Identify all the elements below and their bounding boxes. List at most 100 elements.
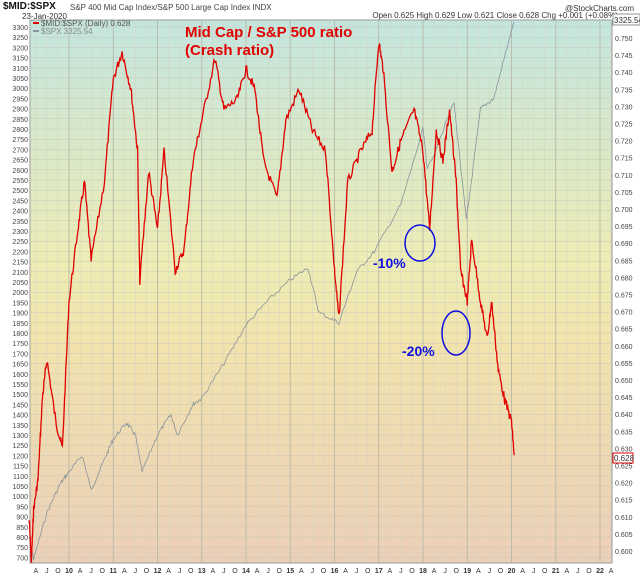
right-tick-label: 0.695 bbox=[615, 224, 633, 231]
right-tick-label: 0.680 bbox=[615, 275, 633, 282]
x-tick-label: O bbox=[542, 568, 548, 575]
x-tick-label: J bbox=[576, 568, 580, 575]
right-tick-label: 0.745 bbox=[615, 53, 633, 60]
x-tick-label: A bbox=[122, 568, 127, 575]
left-tick-label: 1900 bbox=[12, 311, 28, 318]
symbol: $MID:$SPX bbox=[3, 1, 56, 12]
left-tick-label: 2450 bbox=[12, 198, 28, 205]
right-tick-label: 0.620 bbox=[615, 481, 633, 488]
right-tick-label: 0.675 bbox=[615, 293, 633, 300]
x-tick-label: A bbox=[210, 568, 215, 575]
left-tick-label: 1050 bbox=[12, 484, 28, 491]
right-tick-label: 0.730 bbox=[615, 104, 633, 111]
left-tick-label: 1500 bbox=[12, 392, 28, 399]
left-tick-label: 2850 bbox=[12, 117, 28, 124]
left-tick-label: 1250 bbox=[12, 443, 28, 450]
right-tick-label: 0.635 bbox=[615, 429, 633, 436]
x-tick-label: 18 bbox=[419, 568, 427, 575]
plot-area bbox=[29, 19, 613, 564]
right-tick-label: 0.650 bbox=[615, 378, 633, 385]
left-tick-label: 2500 bbox=[12, 188, 28, 195]
left-tick-label: 3300 bbox=[12, 25, 28, 32]
x-tick-label: A bbox=[564, 568, 569, 575]
left-tick-label: 1300 bbox=[12, 433, 28, 440]
x-tick-label: A bbox=[609, 568, 614, 575]
left-tick-label: 1800 bbox=[12, 331, 28, 338]
date: 23-Jan-2020 bbox=[22, 12, 67, 21]
x-tick-label: J bbox=[532, 568, 536, 575]
left-tick-label: 3050 bbox=[12, 76, 28, 83]
left-tick-label: 1100 bbox=[13, 474, 28, 481]
left-tick-label: 800 bbox=[16, 535, 28, 542]
right-tick-label: 0.710 bbox=[615, 173, 633, 180]
right-tick-label: 0.720 bbox=[615, 139, 633, 146]
x-tick-label: J bbox=[443, 568, 447, 575]
x-tick-label: A bbox=[343, 568, 348, 575]
left-tick-label: 1650 bbox=[12, 362, 28, 369]
x-tick-label: O bbox=[232, 568, 238, 575]
x-tick-label: 13 bbox=[198, 568, 206, 575]
series-spx bbox=[28, 21, 515, 561]
left-tick-label: 2200 bbox=[12, 249, 28, 256]
left-tick-label: 1600 bbox=[12, 372, 28, 379]
x-tick-label: 17 bbox=[375, 568, 383, 575]
x-tick-label: J bbox=[222, 568, 226, 575]
left-tick-label: 900 bbox=[16, 515, 28, 522]
left-tick-label: 2900 bbox=[12, 107, 28, 114]
left-tick-label: 1700 bbox=[12, 351, 28, 358]
x-tick-label: O bbox=[188, 568, 194, 575]
x-tick-label: J bbox=[311, 568, 315, 575]
right-tick-label: 0.740 bbox=[615, 70, 633, 77]
x-tick-label: O bbox=[365, 568, 371, 575]
x-tick-label: A bbox=[299, 568, 304, 575]
left-tick-label: 3150 bbox=[12, 56, 28, 63]
x-tick-label: 15 bbox=[286, 568, 294, 575]
x-tick-label: 22 bbox=[596, 568, 604, 575]
x-tick-label: A bbox=[166, 568, 171, 575]
legend-ratio: $MID:$SPX (Daily) 0.628 bbox=[41, 19, 131, 28]
left-tick-label: 1950 bbox=[12, 300, 28, 307]
left-tick-label: 2150 bbox=[12, 260, 28, 267]
right-tick-label: 0.725 bbox=[615, 122, 633, 129]
x-tick-label: A bbox=[520, 568, 525, 575]
x-tick-label: 10 bbox=[65, 568, 73, 575]
left-tick-label: 2600 bbox=[12, 168, 28, 175]
right-tick-label: 0.660 bbox=[615, 344, 633, 351]
x-tick-label: 21 bbox=[552, 568, 560, 575]
x-tick-label: O bbox=[99, 568, 105, 575]
x-tick-label: J bbox=[488, 568, 492, 575]
left-tick-label: 1350 bbox=[12, 423, 28, 430]
right-tick-label: 0.600 bbox=[615, 549, 633, 556]
x-tick-label: 20 bbox=[508, 568, 516, 575]
right-tick-label: 0.640 bbox=[615, 412, 633, 419]
ratio-last-label: 0.628 bbox=[614, 454, 635, 463]
right-tick-label: 0.735 bbox=[615, 87, 633, 94]
right-tick-label: 0.630 bbox=[615, 446, 633, 453]
right-tick-label: 0.705 bbox=[615, 190, 633, 197]
left-tick-label: 850 bbox=[16, 525, 28, 532]
x-tick-label: 11 bbox=[110, 568, 118, 575]
chart-subtitle: (Crash ratio) bbox=[185, 42, 274, 59]
spx-last-badge bbox=[612, 13, 640, 26]
left-tick-label: 2800 bbox=[12, 127, 28, 134]
right-tick-label: 0.610 bbox=[615, 515, 633, 522]
left-tick-label: 1750 bbox=[12, 341, 28, 348]
annotation-10: -10% bbox=[373, 255, 406, 271]
x-tick-label: A bbox=[387, 568, 392, 575]
right-tick-label: 0.645 bbox=[615, 395, 633, 402]
left-tick-label: 1150 bbox=[13, 464, 28, 471]
left-tick-label: 2400 bbox=[12, 209, 28, 216]
series-midspx bbox=[28, 43, 515, 563]
left-tick-label: 3100 bbox=[12, 66, 28, 73]
x-tick-label: 19 bbox=[463, 568, 471, 575]
brand: @StockCharts.com bbox=[564, 4, 634, 13]
x-tick-label: O bbox=[144, 568, 150, 575]
left-tick-label: 2100 bbox=[12, 270, 28, 277]
left-tick-label: 950 bbox=[16, 504, 28, 511]
x-tick-label: 14 bbox=[242, 568, 250, 575]
left-tick-label: 1550 bbox=[12, 382, 28, 389]
left-tick-label: 750 bbox=[16, 545, 28, 552]
annotation-circle-10 bbox=[404, 224, 436, 262]
left-tick-label: 1200 bbox=[12, 453, 28, 460]
left-tick-label: 700 bbox=[16, 555, 28, 562]
